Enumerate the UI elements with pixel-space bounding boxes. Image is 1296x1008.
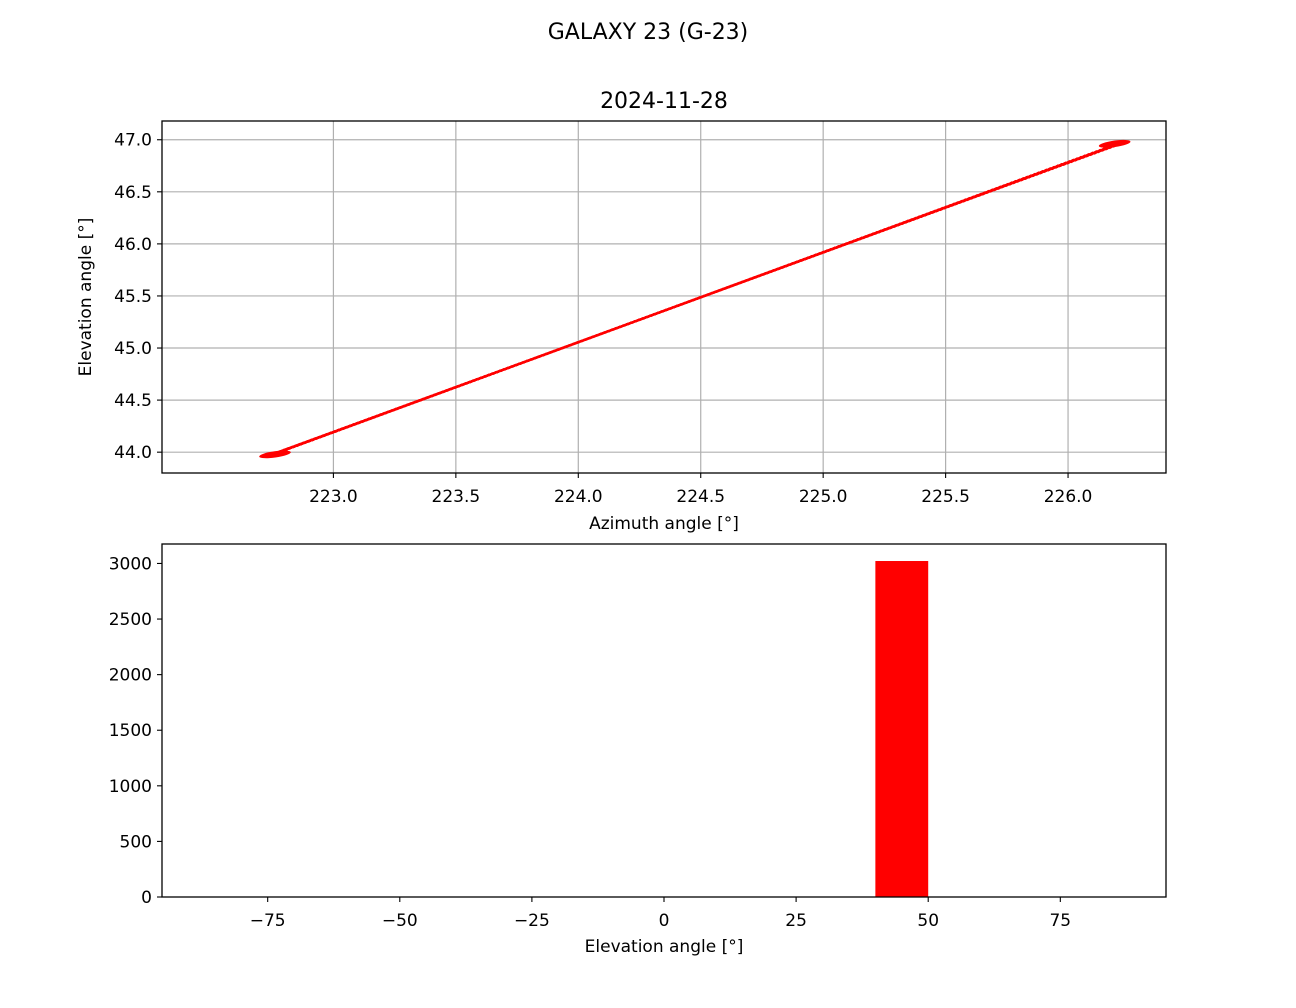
scatter-y-tick-label: 46.5 — [114, 183, 152, 203]
scatter-y-tick-label: 45.5 — [114, 287, 152, 307]
scatter-x-tick-label: 223.5 — [432, 487, 481, 507]
histogram-x-tick-label: 25 — [785, 911, 807, 931]
scatter-axes: 2024-11-28 223.0 223.5 224.0 224.5 225.0 225.… — [76, 89, 1167, 534]
histogram-y-tick-label: 1000 — [109, 777, 152, 797]
histogram-y-tick-label: 1500 — [109, 721, 152, 741]
scatter-y-tick-label: 44.5 — [114, 391, 152, 411]
scatter-end-cluster — [259, 450, 291, 459]
histogram-bars — [875, 561, 929, 897]
figure-suptitle: GALAXY 23 (G-23) — [548, 20, 749, 45]
scatter-y-tick-label: 46.0 — [114, 235, 152, 255]
scatter-y-ticks: 44.0 44.5 45.0 45.5 46.0 46.5 47.0 — [114, 131, 162, 463]
histogram-axes: −75 −50 −25 0 25 50 75 0 500 1000 1500 2000 2500 300… — [109, 543, 1167, 957]
histogram-x-tick-label: 0 — [659, 911, 670, 931]
scatter-orbit-track — [269, 140, 1128, 457]
scatter-y-tick-label: 45.0 — [114, 339, 152, 359]
histogram-frame — [161, 543, 1167, 898]
histogram-x-tick-label: −25 — [514, 911, 550, 931]
scatter-x-tick-label: 224.5 — [676, 487, 725, 507]
scatter-title: 2024-11-28 — [600, 89, 728, 114]
histogram-bar — [875, 561, 929, 897]
scatter-grid — [162, 121, 1166, 473]
histogram-x-tick-label: 75 — [1049, 911, 1071, 931]
histogram-y-tick-label: 500 — [120, 832, 152, 852]
scatter-x-tick-label: 226.0 — [1044, 487, 1093, 507]
histogram-y-tick-label: 2500 — [109, 610, 152, 630]
histogram-x-tick-label: −50 — [382, 911, 418, 931]
scatter-y-tick-label: 47.0 — [114, 131, 152, 151]
scatter-x-tick-label: 225.0 — [799, 487, 848, 507]
histogram-y-ticks: 0 500 1000 1500 2000 2500 3000 — [109, 554, 162, 908]
histogram-y-tick-label: 0 — [141, 888, 152, 908]
histogram-x-axis-label: Elevation angle [°] — [585, 937, 744, 957]
scatter-x-tick-label: 225.5 — [921, 487, 970, 507]
scatter-x-axis-label: Azimuth angle [°] — [589, 514, 739, 534]
scatter-x-ticks: 223.0 223.5 224.0 224.5 225.0 225.5 226.0 — [309, 473, 1092, 507]
scatter-x-tick-label: 224.0 — [554, 487, 603, 507]
scatter-y-tick-label: 44.0 — [114, 443, 152, 463]
scatter-frame — [161, 120, 1167, 474]
histogram-y-tick-label: 3000 — [109, 554, 152, 574]
histogram-x-ticks: −75 −50 −25 0 25 50 75 — [250, 897, 1071, 931]
histogram-x-tick-label: −75 — [250, 911, 286, 931]
histogram-y-tick-label: 2000 — [109, 666, 152, 686]
scatter-points — [259, 139, 1131, 459]
scatter-end-cluster — [1098, 139, 1131, 148]
histogram-x-tick-label: 50 — [917, 911, 939, 931]
scatter-x-tick-label: 223.0 — [309, 487, 358, 507]
scatter-y-axis-label: Elevation angle [°] — [76, 218, 96, 377]
